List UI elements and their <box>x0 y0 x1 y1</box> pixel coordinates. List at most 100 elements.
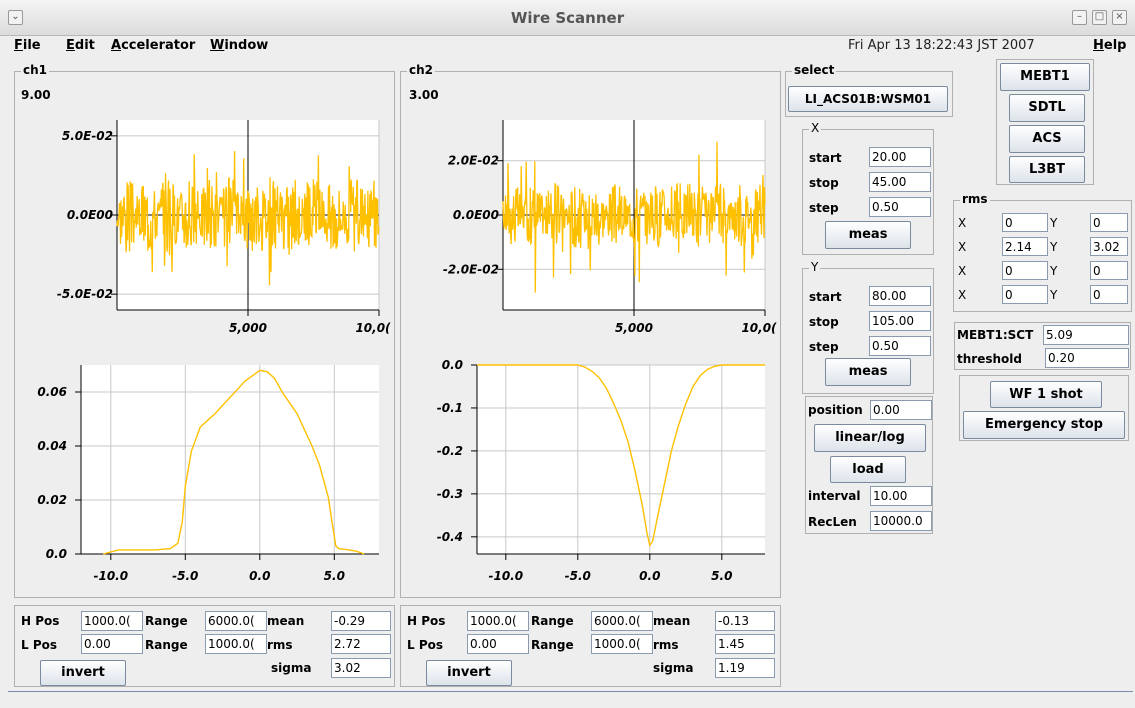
mean-label: mean <box>267 614 305 628</box>
x-tick-label: 5,000 <box>229 321 267 335</box>
device-select[interactable]: LI_ACS01B:WSM01 <box>788 86 948 112</box>
x-stop-field[interactable]: 45.00 <box>869 172 931 192</box>
range-label: Range <box>531 638 574 652</box>
window-title: Wire Scanner <box>510 9 625 27</box>
range-label: Range <box>145 614 188 628</box>
rms-y-field[interactable]: 3.02 <box>1090 237 1128 256</box>
rms-x-field[interactable]: 0 <box>1002 261 1048 280</box>
y-stop-field[interactable]: 105.00 <box>869 311 931 331</box>
x-tick-label: -5.0 <box>565 569 591 583</box>
stop-label: stop <box>809 176 839 190</box>
range-field[interactable]: 1000.0( <box>205 634 267 654</box>
emergency-stop-button[interactable]: Emergency stop <box>963 411 1125 439</box>
linear-log-button[interactable]: linear/log <box>814 424 926 452</box>
rms-panel: rms X 0 Y 0 X 2.14 Y 3.02 X 0 Y 0 X 0 Y 0 <box>953 192 1132 312</box>
y-tick-label: 0.0E00 <box>453 208 499 222</box>
menu-bar: File Edit Accelerator Window Fri Apr 13 … <box>0 36 1135 58</box>
rms-label: rms <box>267 638 293 652</box>
threshold-field[interactable]: 0.20 <box>1045 348 1129 368</box>
lpos-field[interactable]: 0.00 <box>467 634 529 654</box>
stop-label: stop <box>809 315 839 329</box>
window-menu-icon[interactable]: ⌄ <box>8 10 23 25</box>
x-tick-label: 10,0( <box>355 321 391 335</box>
rms-y-field[interactable]: 0 <box>1090 261 1128 280</box>
range-field[interactable]: 6000.0( <box>591 611 653 631</box>
y-scan-panel: Y start 80.00 stop 105.00 step 0.50 meas <box>802 260 934 394</box>
menu-edit[interactable]: Edit <box>66 38 95 53</box>
rms-x-field[interactable]: 0 <box>1002 213 1048 232</box>
section-mebt1-button[interactable]: MEBT1 <box>1000 63 1090 91</box>
menu-window[interactable]: Window <box>210 38 269 53</box>
ch2-bottom-panel: H Pos 1000.0( Range 6000.0( mean -0.13 L… <box>400 605 781 687</box>
rms-field[interactable]: 1.45 <box>715 634 775 654</box>
range-field[interactable]: 1000.0( <box>591 634 653 654</box>
x-tick-label: 5.0 <box>324 569 345 583</box>
interval-field[interactable]: 10.00 <box>870 486 932 506</box>
x-meas-button[interactable]: meas <box>825 221 911 249</box>
rms-y-field[interactable]: 0 <box>1090 285 1128 304</box>
rms-field[interactable]: 2.72 <box>331 634 391 654</box>
y-tick-label: -0.1 <box>437 401 463 415</box>
select-title: select <box>792 63 837 77</box>
sct-field[interactable]: 5.09 <box>1043 325 1129 345</box>
close-icon[interactable]: × <box>1112 10 1127 25</box>
ch1-title: ch1 <box>21 63 50 77</box>
range-label: Range <box>531 614 574 628</box>
sigma-field[interactable]: 1.19 <box>715 658 775 678</box>
x-tick-label: 10,0( <box>741 321 777 335</box>
load-button[interactable]: load <box>830 456 906 483</box>
ch2-panel: ch2 3.00 <box>400 63 781 598</box>
section-sdtl-button[interactable]: SDTL <box>1009 94 1085 122</box>
lpos-field[interactable]: 0.00 <box>81 634 143 654</box>
rms-x-field[interactable]: 0 <box>1002 285 1048 304</box>
x-tick-label: 0.0 <box>639 569 660 583</box>
x-start-field[interactable]: 20.00 <box>869 147 931 167</box>
step-label: step <box>809 340 839 354</box>
menu-file[interactable]: File <box>14 38 41 53</box>
mean-field[interactable]: -0.13 <box>715 611 775 631</box>
rms-title: rms <box>960 192 990 206</box>
x-scan-panel: X start 20.00 stop 45.00 step 0.50 meas <box>802 121 934 255</box>
rms-y-label: Y <box>1050 288 1058 302</box>
section-acs-button[interactable]: ACS <box>1009 125 1085 153</box>
sigma-field[interactable]: 3.02 <box>331 658 391 678</box>
select-panel: select LI_ACS01B:WSM01 <box>785 63 953 117</box>
y-step-field[interactable]: 0.50 <box>869 336 931 356</box>
rms-x-label: X <box>958 240 967 254</box>
rms-y-field[interactable]: 0 <box>1090 213 1128 232</box>
rms-x-field[interactable]: 2.14 <box>1002 237 1048 256</box>
ch2-charts: 2.0E-02 0.0E00 -2.0E-02 5,000 10,0( 0.0 -0.1 -… <box>437 120 777 583</box>
minimize-icon[interactable]: – <box>1072 10 1087 25</box>
invert-button[interactable]: invert <box>40 660 126 686</box>
position-field[interactable]: 0.00 <box>870 400 932 420</box>
control-panel: position 0.00 linear/log load interval 1… <box>805 396 933 534</box>
range-field[interactable]: 6000.0( <box>205 611 267 631</box>
invert-button[interactable]: invert <box>426 660 512 686</box>
threshold-label: threshold <box>957 352 1022 366</box>
sigma-label: sigma <box>271 661 312 675</box>
rms-x-label: X <box>958 264 967 278</box>
y-tick-label: 0.0 <box>442 358 463 372</box>
section-l3bt-button[interactable]: L3BT <box>1009 156 1085 183</box>
menu-help[interactable]: Help <box>1093 38 1127 53</box>
lpos-label: L Pos <box>407 638 444 652</box>
interval-label: interval <box>808 489 861 503</box>
hpos-field[interactable]: 1000.0( <box>81 611 143 631</box>
y-start-field[interactable]: 80.00 <box>869 286 931 306</box>
section-panel: MEBT1 SDTL ACS L3BT <box>996 59 1094 185</box>
maximize-icon[interactable]: □ <box>1092 10 1107 25</box>
menu-accelerator[interactable]: Accelerator <box>111 38 196 53</box>
y-tick-label: -0.3 <box>437 487 463 501</box>
hpos-label: H Pos <box>21 614 60 628</box>
hpos-field[interactable]: 1000.0( <box>467 611 529 631</box>
range-label: Range <box>145 638 188 652</box>
y-tick-label: -2.0E-02 <box>443 262 499 276</box>
y-tick-label: 0.0E00 <box>67 208 113 222</box>
y-meas-button[interactable]: meas <box>825 358 911 386</box>
position-label: position <box>808 403 863 417</box>
wf-1-shot-button[interactable]: WF 1 shot <box>990 381 1102 408</box>
reclen-field[interactable]: 10000.0 <box>870 511 932 531</box>
mean-field[interactable]: -0.29 <box>331 611 391 631</box>
x-step-field[interactable]: 0.50 <box>869 197 931 217</box>
datetime-label: Fri Apr 13 18:22:43 JST 2007 <box>848 38 1035 53</box>
